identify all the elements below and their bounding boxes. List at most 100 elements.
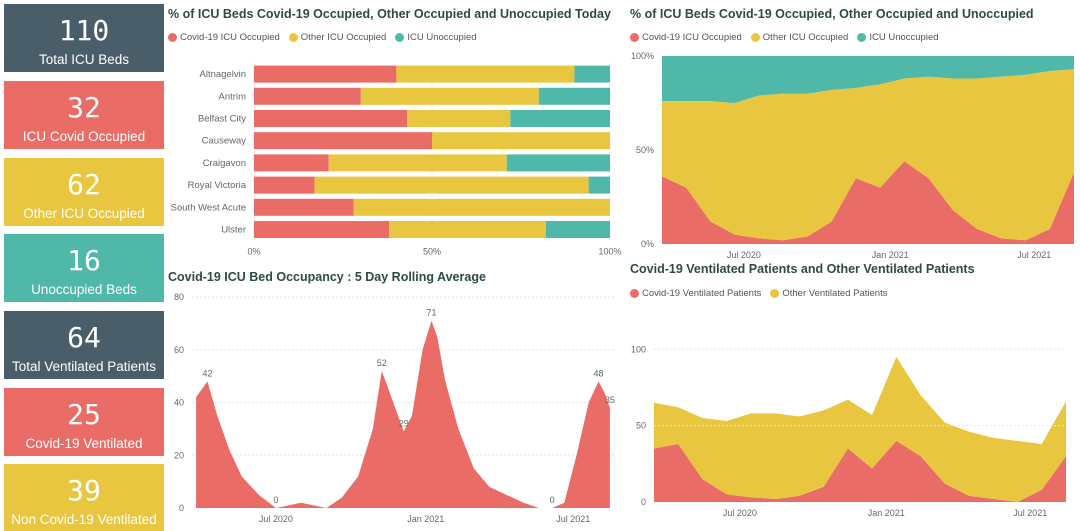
legend-item-covid[interactable]: Covid-19 ICU Occupied (630, 32, 742, 43)
chart-title: Covid-19 ICU Bed Occupancy : 5 Day Rolli… (168, 270, 486, 284)
legend-label: Other ICU Occupied (300, 32, 387, 43)
y-tick-label: 50 (636, 421, 646, 431)
kpi-value: 25 (67, 398, 101, 431)
legend-swatch (630, 289, 639, 298)
bar-segment (254, 132, 432, 150)
legend-swatch (288, 33, 298, 42)
legend-label: ICU Unoccupied (407, 32, 477, 43)
x-tick-label: 0% (247, 247, 260, 257)
x-tick-label: Jul 2021 (556, 514, 590, 524)
bar-segment (328, 154, 507, 172)
kpi-label: Non Covid-19 Ventilated (11, 512, 157, 527)
y-tick-label: 100% (631, 51, 654, 61)
y-tick-label: 0% (641, 239, 654, 249)
kpi-card-non-covid-ventilated: 39 Non Covid-19 Ventilated (4, 464, 164, 531)
x-tick-label: 50% (423, 247, 441, 257)
legend-swatch (857, 33, 867, 42)
kpi-value: 32 (67, 91, 101, 124)
legend-item-unoccupied[interactable]: ICU Unoccupied (857, 32, 939, 43)
legend-swatch (770, 289, 780, 298)
data-label: 48 (594, 368, 604, 378)
chart-title: % of ICU Beds Covid-19 Occupied, Other O… (168, 7, 611, 21)
chart-legend: Covid-19 Ventilated Patients Other Venti… (630, 288, 896, 299)
kpi-value: 39 (67, 474, 101, 507)
bar-segment (510, 110, 610, 127)
bar-segment (407, 110, 511, 127)
kpi-card-total-ventilated: 64 Total Ventilated Patients (4, 311, 164, 379)
data-label: 29 (399, 419, 409, 429)
area-other (662, 69, 1074, 241)
kpi-label: Other ICU Occupied (23, 206, 145, 221)
category-label: Antrim (219, 91, 247, 102)
covid-icu-rolling-average-chart[interactable]: 0 20 40 60 80 42 0 52 29 71 0 48 35 Jul 2020 Jan 2021 J… (168, 288, 618, 528)
y-tick-label: 20 (174, 450, 184, 460)
x-tick-label: Jan 2021 (868, 508, 905, 518)
bar-segment (588, 176, 610, 194)
bar-segment (314, 176, 589, 194)
chart-legend: Covid-19 ICU Occupied Other ICU Occupied… (630, 32, 948, 43)
bar-segment (574, 65, 610, 83)
data-label: 71 (427, 308, 437, 318)
category-label: Altnagelvin (200, 69, 246, 80)
area-unoccupied (662, 56, 1074, 103)
legend-item-other-ventilated[interactable]: Other Ventilated Patients (770, 288, 887, 299)
bar-segment (545, 221, 610, 238)
x-tick-label: Jan 2021 (407, 514, 444, 524)
legend-item-unoccupied[interactable]: ICU Unoccupied (395, 32, 477, 43)
y-tick-label: 50% (636, 145, 654, 155)
y-tick-label: 40 (174, 398, 184, 408)
bar-segment (254, 198, 354, 216)
y-tick-label: 100 (631, 344, 646, 354)
ventilated-patients-chart[interactable]: 0 50 100 Jul 2020 Jan 2021 Jul 2021 (630, 330, 1076, 525)
kpi-value: 62 (67, 168, 101, 201)
category-label: Belfast City (198, 114, 246, 125)
legend-label: Covid-19 Ventilated Patients (642, 288, 762, 299)
legend-swatch (750, 33, 760, 42)
icu-percent-area-chart[interactable]: 0% 50% 100% Jul 2020 Jan 2021 Jul 2021 (630, 50, 1076, 265)
x-tick-label: Jul 2021 (1017, 250, 1051, 260)
legend-item-covid[interactable]: Covid-19 ICU Occupied (168, 32, 280, 43)
data-label: 35 (605, 395, 615, 405)
legend-label: Other Ventilated Patients (782, 288, 888, 299)
kpi-value: 16 (67, 244, 101, 277)
data-label: 0 (550, 495, 555, 505)
bar-segment (254, 110, 408, 127)
y-tick-label: 80 (174, 292, 184, 302)
area-covid-ventilated (654, 440, 1066, 502)
x-tick-label: 100% (598, 247, 621, 257)
area-other-ventilated (654, 356, 1066, 502)
kpi-label: Covid-19 Ventilated (25, 436, 143, 451)
kpi-value: 110 (58, 14, 110, 47)
data-label: 52 (377, 358, 387, 368)
legend-swatch (395, 33, 405, 42)
chart-title: % of ICU Beds Covid-19 Occupied, Other O… (630, 7, 1034, 21)
category-label: Ulster (221, 225, 246, 236)
bar-segment (254, 154, 329, 172)
icu-hospital-bar-chart[interactable]: Altnagelvin Antrim Belfast City Causeway Cra… (168, 55, 622, 265)
chart-legend: Covid-19 ICU Occupied Other ICU Occupied… (168, 32, 486, 43)
category-label: South West Acute (171, 202, 246, 213)
area-covid (662, 161, 1074, 244)
y-tick-label: 0 (179, 503, 184, 513)
bar-segment (396, 65, 575, 83)
kpi-label: Unoccupied Beds (31, 282, 137, 297)
bar-segment (360, 87, 539, 105)
bar-segment (389, 221, 546, 238)
kpi-label: ICU Covid Occupied (22, 129, 146, 144)
x-tick-label: Jul 2020 (727, 250, 761, 260)
x-tick-label: Jul 2020 (723, 508, 757, 518)
legend-item-other[interactable]: Other ICU Occupied (750, 32, 848, 43)
kpi-card-unoccupied-beds: 16 Unoccupied Beds (4, 234, 164, 302)
kpi-card-icu-covid-occupied: 32 ICU Covid Occupied (4, 81, 164, 149)
x-tick-label: Jul 2021 (1013, 508, 1047, 518)
data-label: 42 (202, 368, 212, 378)
y-tick-label: 0 (641, 497, 646, 507)
legend-item-covid-ventilated[interactable]: Covid-19 Ventilated Patients (630, 288, 761, 299)
kpi-card-other-icu-occupied: 62 Other ICU Occupied (4, 158, 164, 226)
legend-item-other[interactable]: Other ICU Occupied (288, 32, 387, 43)
chart-title: Covid-19 Ventilated Patients and Other V… (630, 262, 975, 276)
category-label: Royal Victoria (188, 180, 247, 191)
bar-segment (254, 87, 361, 105)
data-label: 0 (273, 495, 278, 505)
category-label: Causeway (202, 136, 247, 147)
